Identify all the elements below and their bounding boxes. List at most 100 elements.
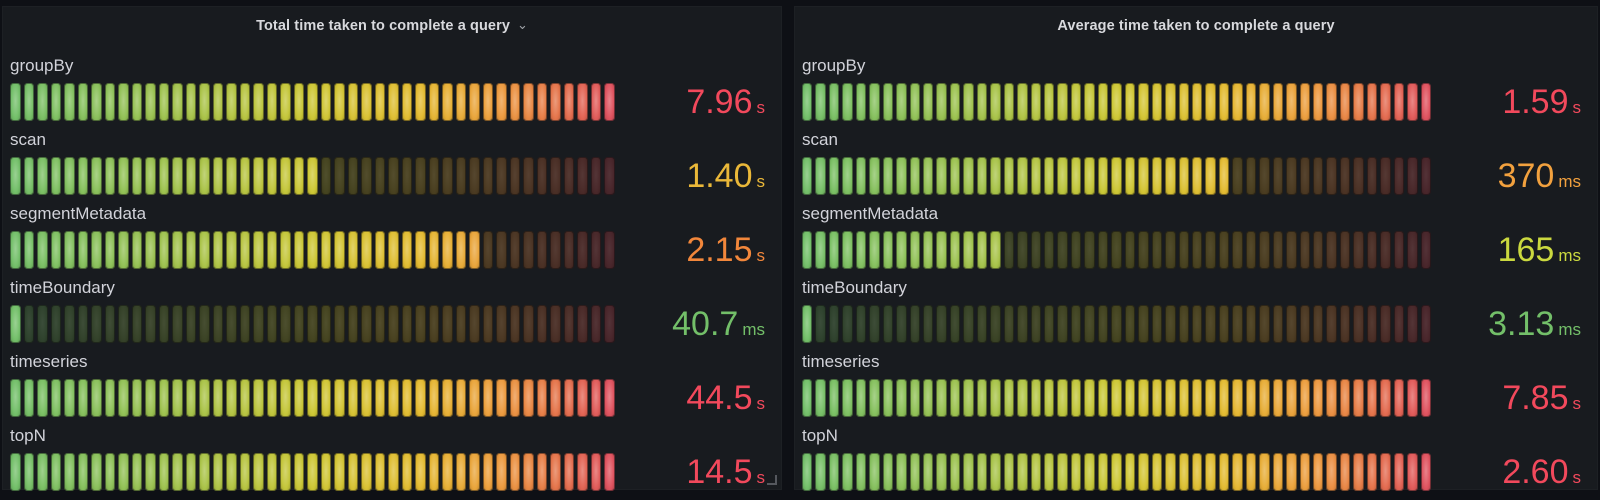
bar-gauge (802, 83, 1431, 121)
gauge-cell (1366, 83, 1378, 121)
gauge-cell (482, 379, 494, 417)
gauge-cell (523, 83, 534, 121)
gauge-cell (949, 379, 961, 417)
gauge-cell (1003, 453, 1015, 491)
gauge-cell (118, 379, 129, 417)
gauge-cell (869, 157, 880, 195)
gauge-cell (77, 453, 89, 491)
gauge-cell (253, 83, 264, 121)
gauge-cell (842, 231, 853, 269)
gauge-cell (1393, 231, 1405, 269)
panel-resize-handle[interactable] (767, 475, 777, 485)
gauge-cell (442, 379, 453, 417)
panel-header[interactable]: Average time taken to complete a query (795, 7, 1597, 45)
gauge-value-number: 1.59 (1502, 83, 1569, 121)
gauge-cell (1070, 305, 1082, 343)
gauge-cell (496, 453, 507, 491)
panel-header[interactable]: Total time taken to complete a query ⌄ (3, 7, 781, 45)
gauge-cell (1084, 305, 1095, 343)
gauge-cell (1151, 83, 1163, 121)
gauge-cell (1245, 453, 1257, 491)
bar-line: 40.7 ms (10, 305, 765, 343)
gauge-cell (604, 305, 615, 343)
gauge-label: timeBoundary (802, 278, 907, 297)
gauge-cell (604, 453, 615, 491)
gauge-cell (509, 83, 521, 121)
gauge-cell (185, 305, 197, 343)
gauge-label: timeseries (802, 352, 880, 371)
gauge-value: 3.13 ms (1431, 305, 1581, 343)
bar-line: 3.13 ms (802, 305, 1581, 343)
gauge-cell (896, 157, 907, 195)
gauge-cell (428, 453, 440, 491)
gauge-cell (509, 379, 521, 417)
gauge-cell (1366, 453, 1378, 491)
gauge-cell (577, 305, 588, 343)
gauge-cell (936, 231, 947, 269)
gauge-label: topN (802, 426, 838, 445)
bar-line: 2.60 s (802, 453, 1581, 491)
chevron-down-icon[interactable]: ⌄ (517, 16, 528, 32)
gauge-row: topN 14.5 s (10, 423, 765, 491)
gauge-cell (253, 157, 264, 195)
gauge-cell (1191, 305, 1203, 343)
gauge-cell (802, 379, 813, 417)
gauge-cell (1245, 83, 1257, 121)
gauge-cell (388, 157, 399, 195)
gauge-value-unit: ms (742, 320, 765, 339)
gauge-cell (496, 157, 507, 195)
gauge-cell (1312, 157, 1324, 195)
gauge-cell (415, 305, 426, 343)
gauge-cell (1138, 83, 1149, 121)
gauge-cell (469, 157, 480, 195)
gauge-cell (990, 231, 1001, 269)
gauge-cell (199, 379, 210, 417)
gauge-cell (1191, 231, 1203, 269)
gauge-cell (50, 305, 62, 343)
gauge-cell (131, 453, 143, 491)
gauge-cell (550, 453, 561, 491)
gauge-cell (1124, 305, 1136, 343)
gauge-cell (1165, 231, 1176, 269)
gauge-cell (293, 379, 305, 417)
gauge-cell (361, 305, 372, 343)
gauge-cell (842, 157, 853, 195)
gauge-cell (604, 83, 615, 121)
gauge-cell (604, 379, 615, 417)
gauge-cell (1312, 379, 1324, 417)
gauge-cell (842, 379, 853, 417)
gauge-cell (909, 305, 921, 343)
gauge-cell (1151, 305, 1163, 343)
gauge-cell (1326, 379, 1337, 417)
gauge-cell (909, 453, 921, 491)
gauge-cell (118, 83, 129, 121)
gauge-cell (118, 453, 129, 491)
bar-gauge (10, 83, 615, 121)
gauge-cell (1393, 83, 1405, 121)
gauge-cell (226, 231, 237, 269)
gauge-cell (1259, 83, 1270, 121)
gauge-cell (1312, 305, 1324, 343)
gauge-cell (815, 83, 826, 121)
gauge-cell (1138, 379, 1149, 417)
gauge-cell (1380, 83, 1391, 121)
bar-line: 14.5 s (10, 453, 765, 491)
gauge-cell (1299, 83, 1310, 121)
panel-average-time: Average time taken to complete a query g… (794, 6, 1598, 491)
gauge-cell (550, 379, 561, 417)
gauge-cell (212, 453, 224, 491)
gauge-cell (1191, 379, 1203, 417)
gauge-cell (118, 157, 129, 195)
gauge-cell (131, 305, 143, 343)
gauge-cell (226, 305, 237, 343)
gauge-cell (896, 305, 907, 343)
gauge-cell (1111, 453, 1122, 491)
gauge-cell (172, 379, 183, 417)
gauge-label: topN (10, 426, 46, 445)
gauge-cell (334, 453, 345, 491)
gauge-cell (1259, 157, 1270, 195)
gauge-cell (1218, 453, 1230, 491)
gauge-cell (10, 305, 21, 343)
gauge-cell (1097, 83, 1109, 121)
